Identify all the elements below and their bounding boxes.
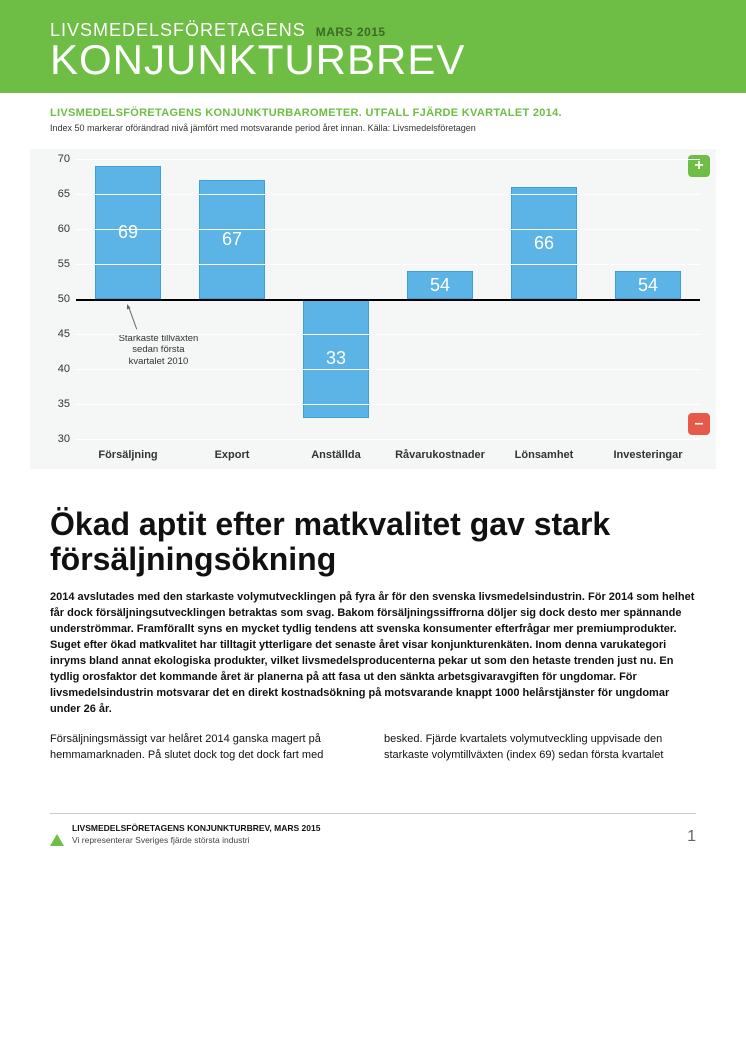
footer-subtitle: Vi representerar Sveriges fjärde största… xyxy=(72,835,320,846)
chart-ytick: 45 xyxy=(44,328,70,340)
chart-gridline xyxy=(76,229,700,230)
subheader-note: Index 50 markerar oförändrad nivå jämför… xyxy=(50,123,696,133)
logo-triangle-icon xyxy=(50,832,64,846)
chart-bar-value: 66 xyxy=(534,233,554,254)
chart-ytick: 60 xyxy=(44,223,70,235)
chart-bar: 54 xyxy=(615,271,682,299)
chart-ytick: 35 xyxy=(44,398,70,410)
chart-ytick: 40 xyxy=(44,363,70,375)
page-number: 1 xyxy=(687,828,696,846)
chart-annotation: Starkaste tillväxten sedan första kvarta… xyxy=(113,333,203,369)
article: Ökad aptit efter matkvalitet gav stark f… xyxy=(0,469,746,763)
header-title: KONJUNKTURBREV xyxy=(50,39,696,81)
chart-category-label: Anställda xyxy=(284,449,388,461)
chart-ytick: 30 xyxy=(44,433,70,445)
chart-ytick: 55 xyxy=(44,258,70,270)
subheader: LIVSMEDELSFÖRETAGENS KONJUNKTURBAROMETER… xyxy=(0,93,746,139)
chart-category-label: Råvarukostnader xyxy=(388,449,492,461)
chart-bar: 54 xyxy=(407,271,474,299)
article-body: Försäljningsmässigt var helåret 2014 gan… xyxy=(50,732,696,764)
chart-bar: 67 xyxy=(199,180,266,299)
chart-bar: 33 xyxy=(303,299,370,418)
chart-ytick: 70 xyxy=(44,153,70,165)
chart-gridline xyxy=(76,159,700,160)
chart-bar-value: 33 xyxy=(326,348,346,369)
footer: LIVSMEDELSFÖRETAGENS KONJUNKTURBREV, MAR… xyxy=(0,763,746,865)
chart-bar-value: 67 xyxy=(222,229,242,250)
chart-ytick: 65 xyxy=(44,188,70,200)
chart-gridline xyxy=(76,404,700,405)
chart-annotation-line: sedan första xyxy=(132,344,184,355)
barometer-chart: + – 69Försäljning67Export33Anställda54Rå… xyxy=(30,149,716,469)
subheader-title: LIVSMEDELSFÖRETAGENS KONJUNKTURBAROMETER… xyxy=(50,107,696,119)
chart-bar-value: 54 xyxy=(638,275,658,296)
chart-gridline xyxy=(76,369,700,370)
article-headline: Ökad aptit efter matkvalitet gav stark f… xyxy=(50,507,696,576)
page: LIVSMEDELSFÖRETAGENS MARS 2015 KONJUNKTU… xyxy=(0,0,746,866)
chart-annotation-line: kvartalet 2010 xyxy=(129,356,189,367)
article-lead: 2014 avslutades med den starkaste volymu… xyxy=(50,590,696,718)
chart-gridline xyxy=(76,194,700,195)
chart-baseline xyxy=(76,299,700,301)
chart-category-label: Investeringar xyxy=(596,449,700,461)
chart-bar: 69 xyxy=(95,166,162,299)
chart-gridline xyxy=(76,264,700,265)
chart-bar: 66 xyxy=(511,187,578,299)
footer-left: LIVSMEDELSFÖRETAGENS KONJUNKTURBREV, MAR… xyxy=(50,823,320,845)
chart-ytick: 50 xyxy=(44,293,70,305)
chart-bar-value: 69 xyxy=(118,222,138,243)
chart-category-label: Försäljning xyxy=(76,449,180,461)
chart-gridline xyxy=(76,439,700,440)
chart-category-label: Lönsamhet xyxy=(492,449,596,461)
header: LIVSMEDELSFÖRETAGENS MARS 2015 KONJUNKTU… xyxy=(0,0,746,93)
footer-title: LIVSMEDELSFÖRETAGENS KONJUNKTURBREV, MAR… xyxy=(72,823,320,834)
footer-rule xyxy=(50,813,696,814)
chart-bar-value: 54 xyxy=(430,275,450,296)
chart-gridline xyxy=(76,334,700,335)
footer-text: LIVSMEDELSFÖRETAGENS KONJUNKTURBREV, MAR… xyxy=(72,823,320,845)
chart-plot: 69Försäljning67Export33Anställda54Råvaru… xyxy=(76,159,700,439)
chart-category-label: Export xyxy=(180,449,284,461)
